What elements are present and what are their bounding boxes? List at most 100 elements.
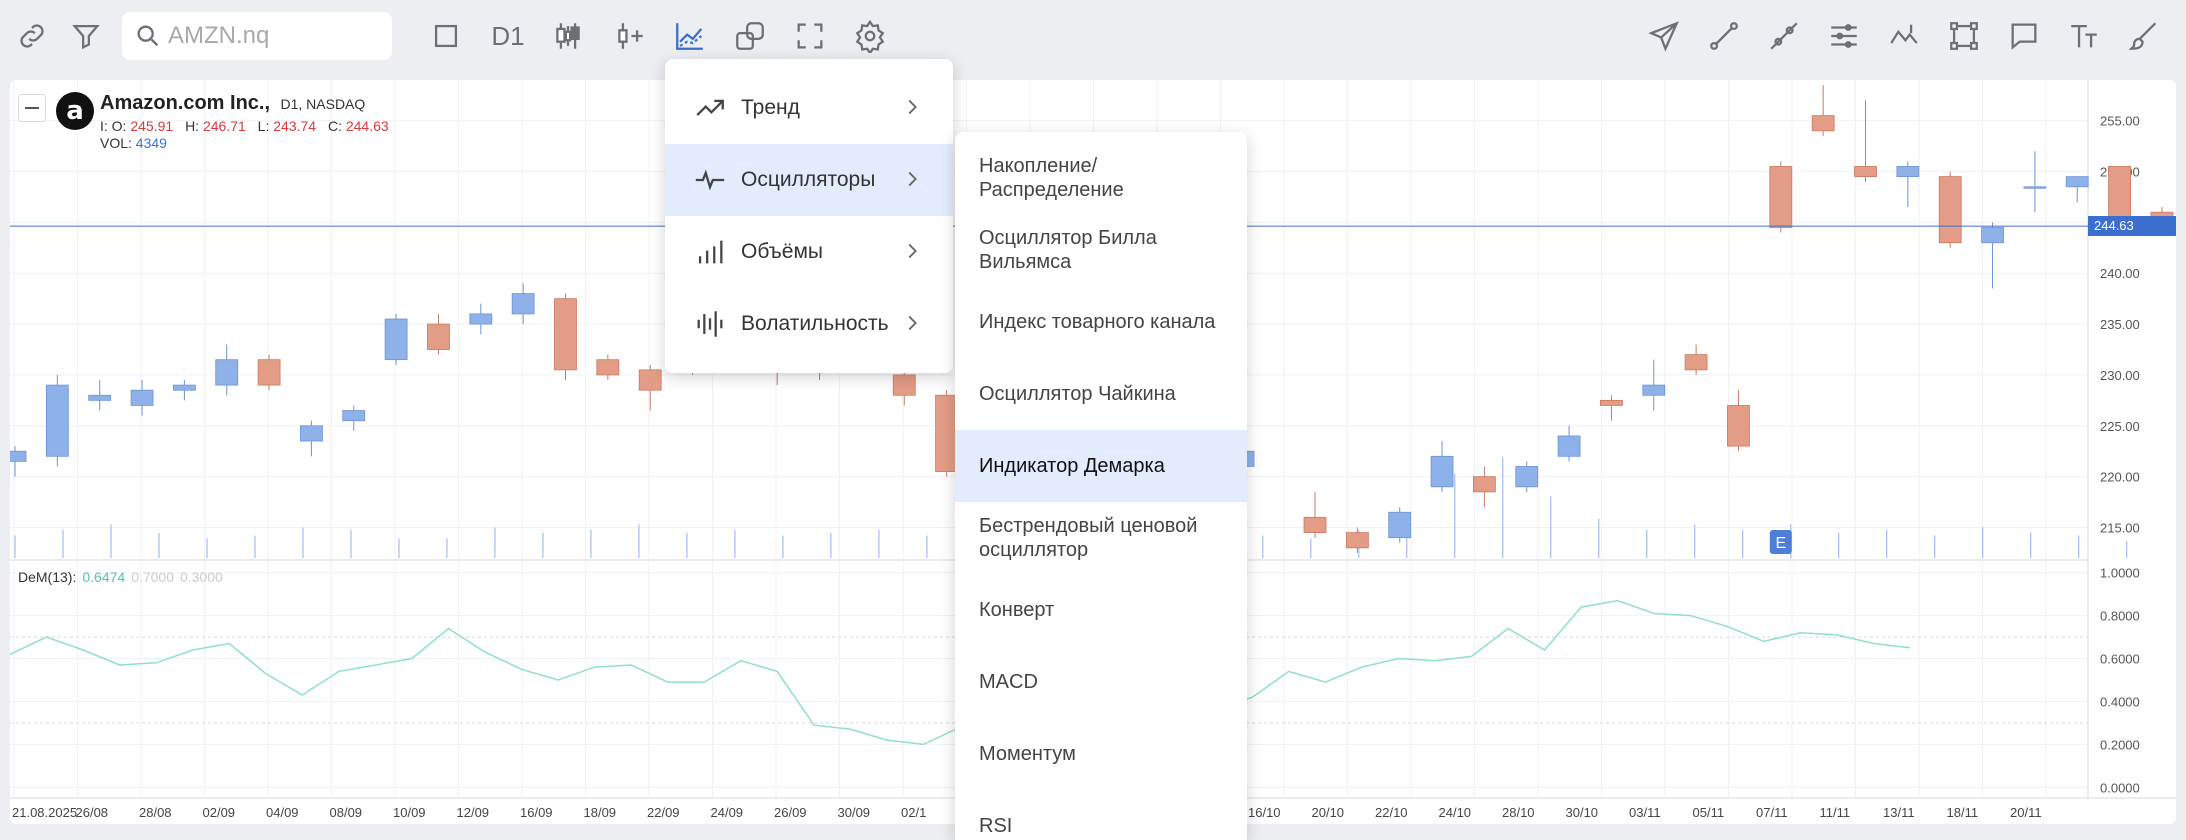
candle-body xyxy=(300,425,323,442)
dem-tick-label: 1.0000 xyxy=(2100,566,2140,581)
candle-body xyxy=(1727,405,1750,447)
submenu-item-macd[interactable]: MACD xyxy=(979,671,1038,693)
submenu-item-dpo[interactable]: Бестрендовый ценовой осциллятор xyxy=(979,515,1198,561)
send-icon[interactable] xyxy=(1642,14,1686,58)
ray-icon[interactable] xyxy=(1762,14,1806,58)
dem-value: 0.6474 xyxy=(82,569,126,585)
high-label: H: xyxy=(185,118,200,134)
indicators-menu: Тренд Осцилляторы Объёмы Волатильность xyxy=(665,59,953,373)
date-tick-label: 04/09 xyxy=(266,805,299,820)
price-tick-label: 235.00 xyxy=(2100,317,2140,332)
candle-body xyxy=(596,359,620,376)
dem-tick-label: 0.2000 xyxy=(2100,737,2140,752)
date-tick-label: 10/09 xyxy=(393,805,426,820)
toolbar: D1 xyxy=(0,0,2186,74)
filter-icon[interactable] xyxy=(64,14,108,58)
date-tick-label: 18/09 xyxy=(584,805,617,820)
submenu-item-demarker[interactable]: Индикатор Демарка xyxy=(955,430,1247,502)
date-tick-label: 24/09 xyxy=(711,805,744,820)
candle-body xyxy=(1472,476,1496,493)
chevron-right-icon xyxy=(908,315,917,331)
menu-item-label: Волатильность xyxy=(741,312,889,335)
submenu-item-awesome-oscillator[interactable]: Осциллятор Билла Вильямса xyxy=(979,227,1157,273)
wave-icon[interactable] xyxy=(1882,14,1926,58)
amazon-logo: a xyxy=(56,92,94,130)
high-value: 246.71 xyxy=(202,118,246,134)
volume-readout: VOL: 4349 xyxy=(100,135,167,151)
menu-item-volatility[interactable]: Волатильность xyxy=(665,288,953,360)
date-tick-label: 02/1 xyxy=(901,805,926,820)
line-icon[interactable] xyxy=(1702,14,1746,58)
date-tick-label: 28/10 xyxy=(1502,805,1535,820)
fullscreen-icon[interactable] xyxy=(788,14,832,58)
date-tick-label: 26/09 xyxy=(774,805,807,820)
candle-body xyxy=(2065,176,2089,188)
oscillator-icon xyxy=(695,169,725,191)
comment-icon[interactable] xyxy=(2002,14,2046,58)
candle-body xyxy=(130,389,154,406)
date-tick-label: 11/11 xyxy=(1820,805,1851,820)
candle-body xyxy=(172,384,196,391)
timeframe-button[interactable]: D1 xyxy=(484,14,532,58)
date-tick-label: 22/09 xyxy=(647,805,680,820)
candles-icon[interactable] xyxy=(546,14,590,58)
menu-item-oscillators[interactable]: Осцилляторы xyxy=(665,144,953,216)
date-tick-label: 02/09 xyxy=(203,805,236,820)
square-icon[interactable] xyxy=(424,14,468,58)
candle-body xyxy=(342,410,366,422)
dem-upper-level: 0.7000 xyxy=(131,569,175,585)
low-label: L: xyxy=(257,118,270,134)
date-tick-label: 20/11 xyxy=(2010,805,2042,820)
date-tick-label: 13/11 xyxy=(1883,805,1915,820)
dem-name: DeM(13): xyxy=(18,569,77,585)
date-tick-label: 16/10 xyxy=(1248,805,1281,820)
add-indicator-icon[interactable] xyxy=(608,14,652,58)
date-tick-label: 05/11 xyxy=(1693,805,1725,820)
price-tick-label: 255.00 xyxy=(2100,114,2140,129)
search-input[interactable] xyxy=(168,22,378,50)
oscillators-submenu: Накопление/ Распределение Осциллятор Бил… xyxy=(955,132,1247,840)
menu-item-volumes[interactable]: Объёмы xyxy=(665,216,953,288)
candle-body xyxy=(1430,455,1454,488)
date-tick-label: 30/10 xyxy=(1566,805,1599,820)
price-tick-label: 215.00 xyxy=(2100,520,2140,535)
dem-legend: DeM(13): 0.6474 0.7000 0.3000 xyxy=(18,569,223,585)
date-tick-label: 08/09 xyxy=(330,805,363,820)
dem-tick-label: 0.0000 xyxy=(2100,780,2140,795)
text-icon[interactable] xyxy=(2062,14,2106,58)
submenu-item-cci[interactable]: Индекс товарного канала xyxy=(979,311,1216,333)
candle-body xyxy=(1345,532,1369,549)
candle-body xyxy=(1600,399,1623,406)
candle-body xyxy=(384,318,408,361)
candle-body xyxy=(511,293,535,315)
date-tick-label: 26/08 xyxy=(76,805,109,820)
brush-icon[interactable] xyxy=(2122,14,2166,58)
submenu-item-momentum[interactable]: Моментум xyxy=(979,743,1076,765)
submenu-item-chaikin[interactable]: Осциллятор Чайкина xyxy=(979,383,1176,405)
gear-icon[interactable] xyxy=(848,14,892,58)
candle-body xyxy=(45,384,69,457)
candle-body xyxy=(10,450,27,462)
candle-body xyxy=(257,359,281,386)
dem-tick-label: 0.4000 xyxy=(2100,694,2140,709)
submenu-item-accumulation[interactable]: Накопление/ Распределение xyxy=(979,155,1124,201)
low-value: 243.74 xyxy=(273,118,317,134)
ohlc-readout: I: O: 245.91 H: 246.71 L: 243.74 C: 244.… xyxy=(100,118,397,134)
search-icon xyxy=(137,25,159,47)
menu-item-label: Объёмы xyxy=(741,240,824,263)
price-tick-label: 220.00 xyxy=(2100,470,2140,485)
date-tick-label: 24/10 xyxy=(1439,805,1472,820)
menu-item-trend[interactable]: Тренд xyxy=(665,72,953,144)
submenu-item-envelope[interactable]: Конверт xyxy=(979,599,1055,621)
link-icon[interactable] xyxy=(10,14,54,58)
candle-body xyxy=(554,298,577,371)
candle-body xyxy=(1557,435,1581,457)
submenu-item-rsi[interactable]: RSI xyxy=(979,815,1013,837)
shapes-icon[interactable] xyxy=(728,14,772,58)
symbol-meta: D1, NASDAQ xyxy=(280,96,366,112)
dem-tick-label: 0.6000 xyxy=(2100,652,2140,667)
parallel-lines-icon[interactable] xyxy=(1822,14,1866,58)
indicators-icon[interactable] xyxy=(668,14,712,58)
collapse-legend-button[interactable] xyxy=(18,94,46,122)
rectangle-icon[interactable] xyxy=(1942,14,1986,58)
